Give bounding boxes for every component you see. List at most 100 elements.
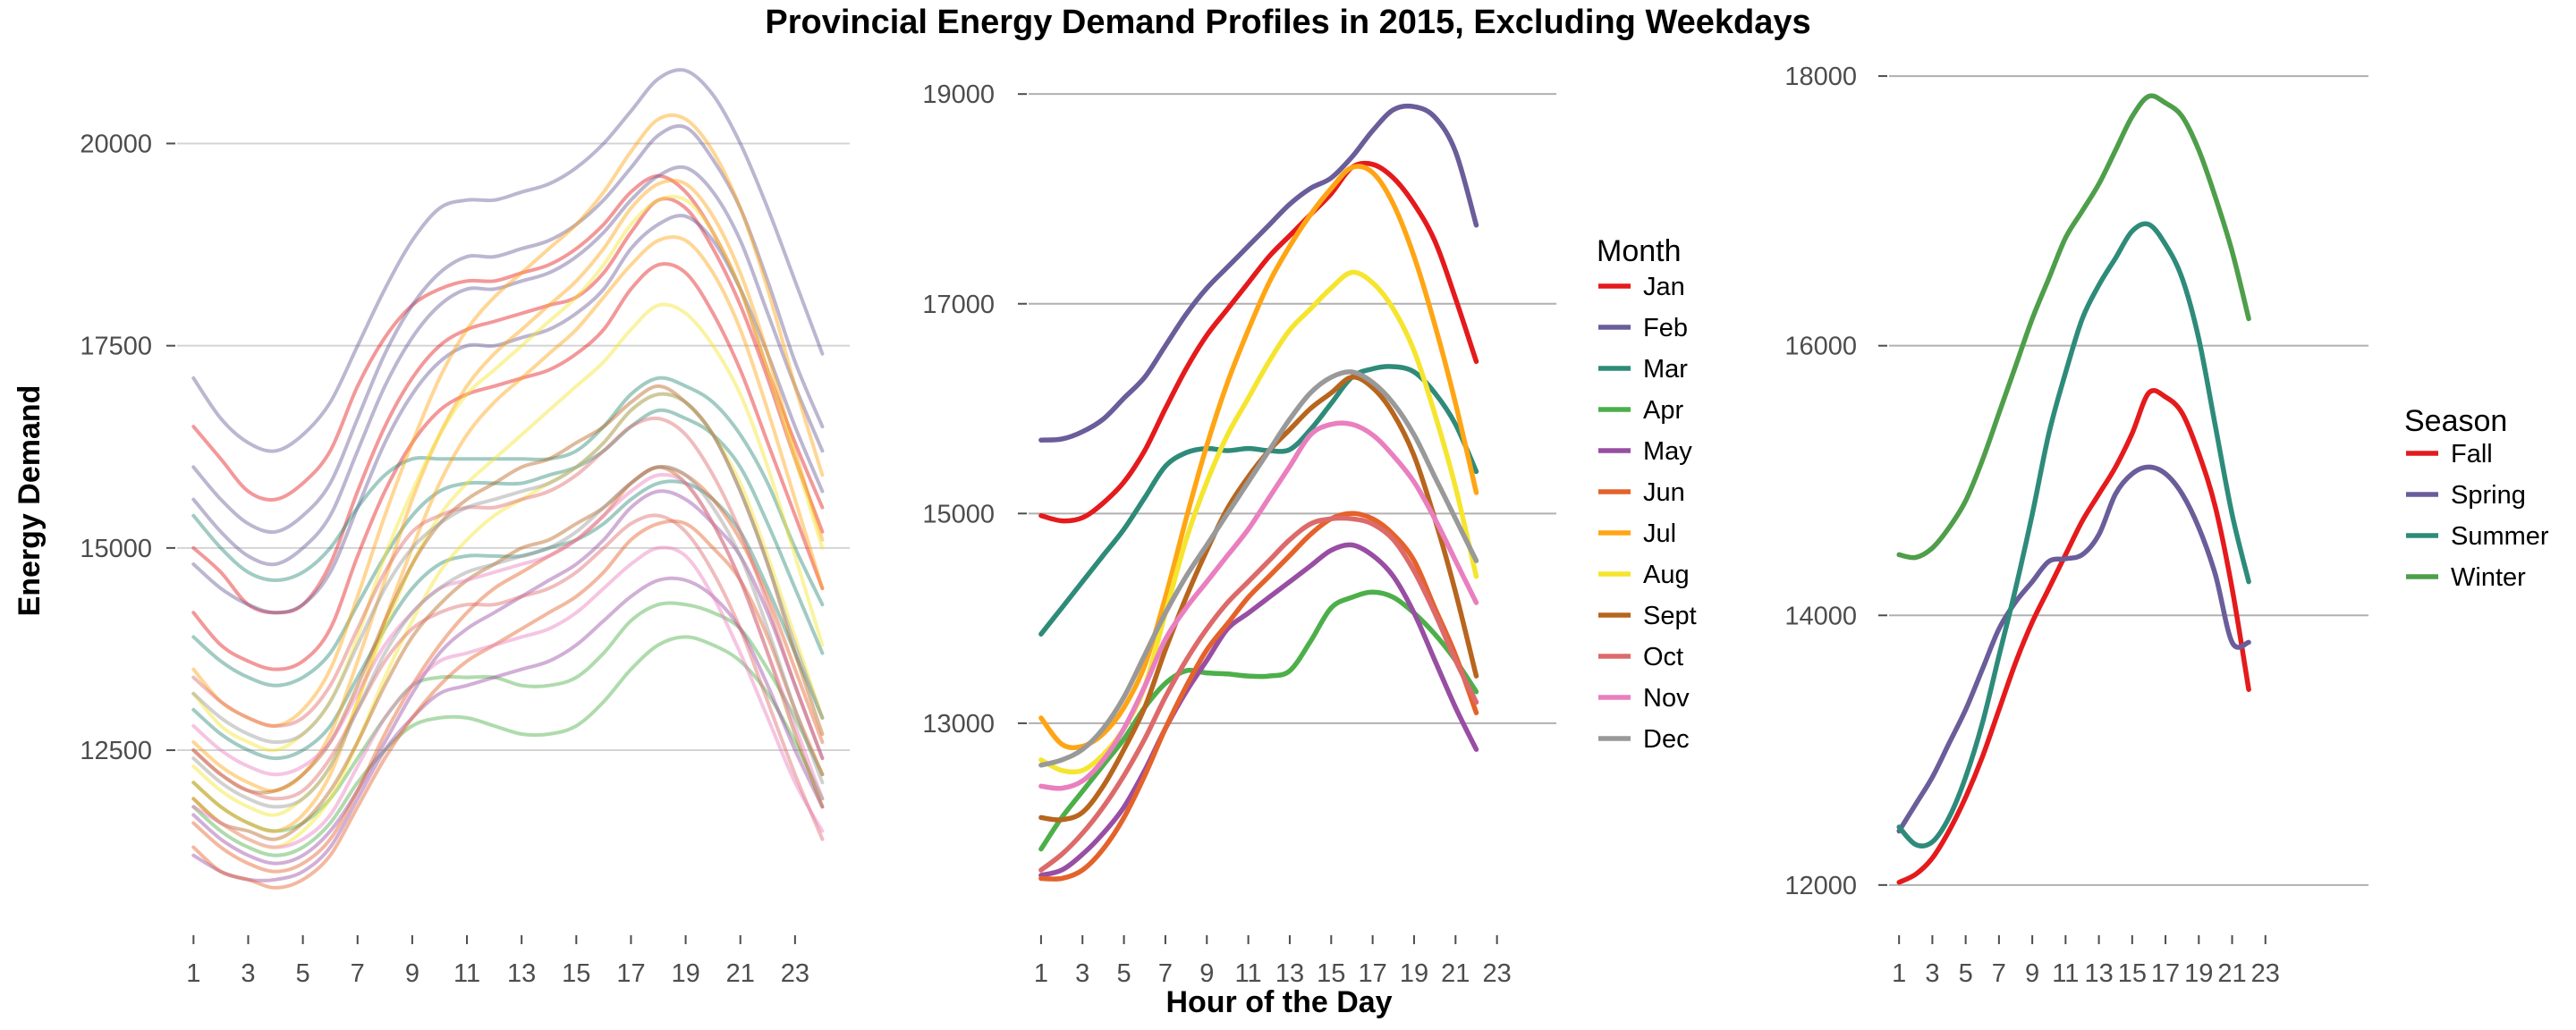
series-line-may bbox=[191, 489, 825, 865]
x-tick-label: 7 bbox=[1158, 959, 1173, 988]
x-tick-label: 21 bbox=[726, 959, 755, 988]
series-line-oct bbox=[191, 416, 825, 761]
series-line-spring bbox=[1896, 464, 2251, 834]
legend-label-winter: Winter bbox=[2451, 563, 2526, 592]
series-line-feb bbox=[191, 68, 825, 453]
series-line-feb bbox=[1038, 103, 1479, 443]
series-line-jun bbox=[191, 465, 825, 874]
series-line-summer bbox=[1896, 221, 2251, 848]
series-line-sept bbox=[191, 465, 825, 841]
series-line-apr bbox=[191, 601, 825, 833]
x-tick-label: 7 bbox=[351, 959, 365, 988]
legend-label-jul: Jul bbox=[1643, 519, 1676, 548]
series-line-dec bbox=[1038, 369, 1479, 768]
legend-label-apr: Apr bbox=[1643, 396, 1683, 425]
y-tick-label: 12500 bbox=[80, 737, 152, 765]
series-line-jan bbox=[1038, 160, 1479, 524]
x-tick-label: 1 bbox=[1892, 959, 1906, 988]
x-tick-label: 13 bbox=[2084, 959, 2113, 988]
x-tick-label: 5 bbox=[296, 959, 310, 988]
series-line-jul bbox=[191, 113, 825, 729]
x-tick-label: 11 bbox=[2052, 959, 2079, 988]
x-tick-label: 13 bbox=[1275, 959, 1304, 988]
legend-label-spring: Spring bbox=[2451, 481, 2526, 510]
series-line-dec bbox=[191, 392, 825, 744]
series-line-aug bbox=[191, 302, 825, 817]
legend-title: Season bbox=[2404, 404, 2507, 438]
x-tick-label: 21 bbox=[1441, 959, 1470, 988]
x-tick-label: 17 bbox=[2151, 959, 2180, 988]
series-line-winter bbox=[1896, 93, 2251, 561]
x-tick-label: 23 bbox=[2251, 959, 2280, 988]
x-tick-label: 5 bbox=[1959, 959, 1973, 988]
y-tick-label: 19000 bbox=[922, 80, 995, 109]
x-tick-label: 3 bbox=[1075, 959, 1089, 988]
series-line-jan bbox=[191, 197, 825, 615]
series-line-apr bbox=[1038, 589, 1479, 852]
series-line-jan bbox=[191, 173, 825, 510]
x-tick-label: 9 bbox=[2025, 959, 2039, 988]
legend-label-dec: Dec bbox=[1643, 725, 1690, 754]
legend-label-fall: Fall bbox=[2451, 440, 2493, 469]
x-tick-label: 13 bbox=[507, 959, 536, 988]
x-tick-label: 19 bbox=[2184, 959, 2213, 988]
series-line-jun bbox=[191, 519, 825, 890]
x-tick-label: 17 bbox=[616, 959, 645, 988]
x-tick-label: 7 bbox=[1992, 959, 2006, 988]
y-tick-label: 18000 bbox=[1784, 63, 1857, 91]
x-tick-label: 15 bbox=[2118, 959, 2147, 988]
x-tick-label: 15 bbox=[1317, 959, 1345, 988]
legend-label-jan: Jan bbox=[1643, 273, 1685, 301]
series-line-mar bbox=[191, 376, 825, 607]
series-line-feb bbox=[191, 165, 825, 567]
legend-label-mar: Mar bbox=[1643, 355, 1688, 384]
x-axis-title: Hour of the Day bbox=[1165, 985, 1392, 1019]
series-line-jul bbox=[191, 178, 825, 793]
x-tick-label: 9 bbox=[1199, 959, 1214, 988]
y-tick-label: 12000 bbox=[1784, 872, 1857, 900]
y-tick-label: 17500 bbox=[80, 333, 152, 361]
x-tick-label: 9 bbox=[405, 959, 419, 988]
series-line-nov bbox=[1038, 420, 1479, 791]
x-tick-label: 3 bbox=[1925, 959, 1939, 988]
x-tick-label: 11 bbox=[1235, 959, 1262, 988]
series-line-oct bbox=[191, 513, 825, 841]
y-tick-label: 15000 bbox=[922, 500, 995, 528]
legend-label-summer: Summer bbox=[2451, 522, 2549, 551]
series-line-nov bbox=[191, 545, 825, 849]
x-tick-label: 17 bbox=[1359, 959, 1387, 988]
series-line-nov bbox=[191, 472, 825, 801]
legend-label-oct: Oct bbox=[1643, 643, 1683, 671]
x-tick-label: 21 bbox=[2217, 959, 2246, 988]
series-line-feb bbox=[191, 214, 825, 615]
series-line-jun bbox=[1038, 511, 1479, 882]
legend-label-feb: Feb bbox=[1643, 314, 1688, 342]
series-line-aug bbox=[191, 392, 825, 849]
series-line-feb bbox=[191, 123, 825, 535]
legend-label-jun: Jun bbox=[1643, 478, 1685, 507]
series-line-aug bbox=[191, 194, 825, 753]
y-tick-label: 14000 bbox=[1784, 602, 1857, 630]
series-line-fall bbox=[1896, 388, 2251, 885]
series-line-jul bbox=[1038, 164, 1479, 750]
x-tick-label: 19 bbox=[1400, 959, 1428, 988]
legend-label-aug: Aug bbox=[1643, 561, 1690, 589]
x-tick-label: 5 bbox=[1117, 959, 1131, 988]
series-line-apr bbox=[191, 635, 825, 857]
legend-title: Month bbox=[1597, 234, 1682, 268]
x-tick-label: 23 bbox=[781, 959, 809, 988]
y-tick-label: 20000 bbox=[80, 130, 152, 158]
series-line-jul bbox=[191, 235, 825, 833]
series-line-mar bbox=[191, 479, 825, 761]
series-line-may bbox=[1038, 542, 1479, 878]
legend-label-sept: Sept bbox=[1643, 602, 1697, 630]
series-line-aug bbox=[1038, 269, 1479, 775]
chart-title: Provincial Energy Demand Profiles in 201… bbox=[765, 4, 1811, 41]
y-tick-label: 15000 bbox=[80, 535, 152, 563]
x-tick-label: 15 bbox=[562, 959, 590, 988]
series-line-oct bbox=[1038, 515, 1479, 873]
x-tick-label: 3 bbox=[241, 959, 255, 988]
